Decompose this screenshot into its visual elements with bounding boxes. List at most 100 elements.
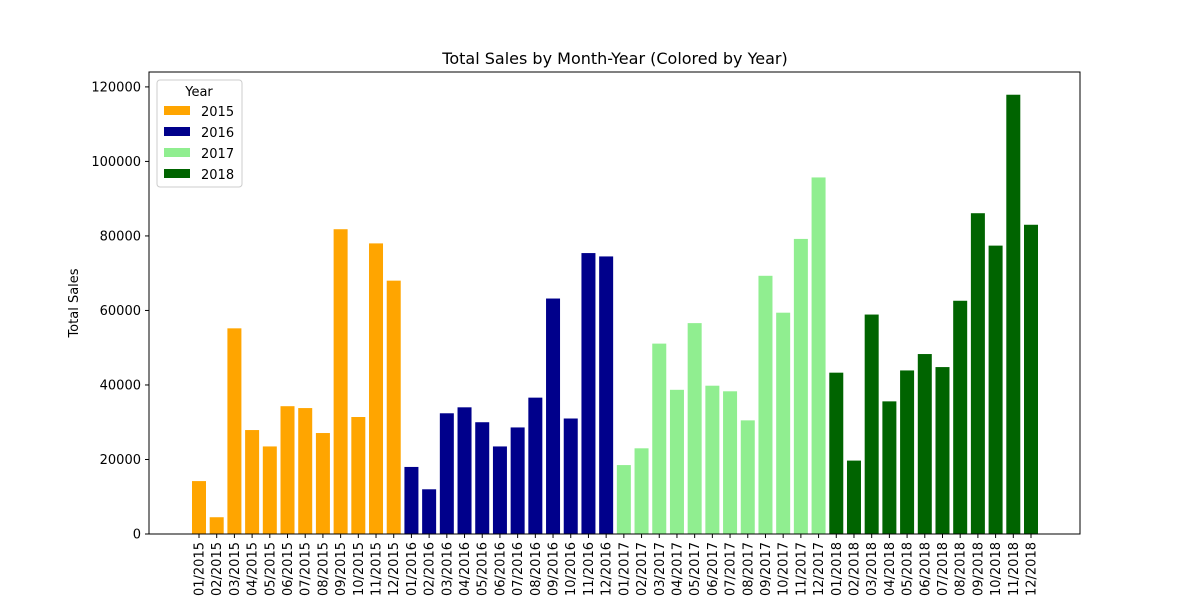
y-tick-label: 80000 [100, 229, 141, 244]
x-tick-label: 07/2016 [511, 542, 526, 596]
y-tick-label: 0 [133, 528, 141, 543]
bar-12-2018 [1024, 224, 1038, 534]
bar-07-2017 [723, 391, 738, 534]
bar-05-2017 [687, 323, 702, 534]
bar-12-2016 [599, 256, 614, 534]
y-tick-label: 120000 [91, 80, 141, 95]
x-tick-label: 05/2018 [901, 542, 916, 596]
x-tick-label: 11/2018 [1007, 542, 1022, 596]
x-tick-label: 07/2017 [724, 542, 739, 596]
bars-group [192, 94, 1038, 535]
bar-10-2016 [563, 418, 578, 534]
bar-07-2015 [298, 408, 313, 534]
bar-09-2015 [333, 229, 348, 535]
x-tick-label: 04/2015 [246, 542, 261, 596]
x-tick-label: 02/2017 [635, 542, 650, 596]
bar-11-2018 [1006, 94, 1021, 534]
bar-12-2017 [811, 177, 826, 534]
bar-01-2015 [192, 481, 206, 534]
x-tick-label: 10/2017 [777, 542, 792, 596]
bar-09-2017 [758, 275, 773, 534]
x-tick-label: 02/2016 [423, 542, 438, 596]
bar-08-2016 [528, 397, 543, 534]
y-tick-label: 60000 [100, 304, 141, 319]
chart-title: Total Sales by Month-Year (Colored by Ye… [441, 49, 787, 68]
x-tick-label: 12/2018 [1025, 542, 1040, 596]
legend: Year 2015 2016 2017 2018 [156, 79, 243, 188]
x-axis: 01/2015 02/2015 03/2015 04/2015 05/2015 06/20… [193, 534, 1040, 596]
legend-label-2015: 2015 [201, 105, 234, 120]
bar-01-2018 [829, 372, 844, 534]
y-axis-label: Total Sales [67, 268, 82, 338]
x-tick-label: 01/2015 [193, 542, 208, 596]
bar-10-2017 [776, 312, 791, 534]
plot-frame [148, 71, 1081, 535]
x-tick-label: 09/2016 [547, 542, 562, 596]
x-tick-label: 12/2016 [600, 542, 615, 596]
x-tick-label: 03/2016 [440, 542, 455, 596]
bar-03-2015 [227, 328, 242, 534]
bar-02-2016 [422, 489, 437, 534]
x-tick-label: 09/2018 [971, 542, 986, 596]
bar-03-2016 [439, 413, 454, 534]
y-tick-label: 20000 [100, 453, 141, 468]
x-tick-label: 05/2017 [688, 542, 703, 596]
bar-12-2015 [386, 280, 401, 534]
bar-01-2016 [404, 466, 419, 534]
bar-11-2016 [581, 253, 596, 534]
bar-02-2015 [209, 517, 224, 534]
x-tick-label: 08/2015 [316, 542, 331, 596]
legend-swatch-2015 [164, 106, 190, 115]
bar-04-2017 [669, 389, 684, 534]
x-tick-label: 07/2018 [936, 542, 951, 596]
x-tick-label: 05/2015 [263, 542, 278, 596]
x-tick-label: 08/2018 [954, 542, 969, 596]
bar-08-2018 [953, 300, 968, 534]
x-tick-label: 05/2016 [476, 542, 491, 596]
bar-05-2016 [475, 422, 490, 534]
x-tick-label: 06/2015 [281, 542, 296, 596]
x-tick-label: 06/2018 [918, 542, 933, 596]
x-tick-label: 08/2017 [741, 542, 756, 596]
bar-06-2016 [492, 446, 507, 534]
legend-title: Year [184, 85, 213, 100]
x-tick-label: 07/2015 [299, 542, 314, 596]
x-tick-label: 04/2018 [883, 542, 898, 596]
bar-09-2016 [546, 298, 561, 534]
bar-02-2017 [634, 448, 649, 534]
legend-label-2017: 2017 [201, 147, 234, 162]
x-tick-label: 11/2015 [370, 542, 385, 596]
y-tick-label: 40000 [100, 378, 141, 393]
bar-11-2015 [369, 243, 384, 534]
legend-entries: 2015 2016 2017 2018 [164, 105, 234, 183]
x-tick-label: 04/2016 [458, 542, 473, 596]
bar-03-2018 [864, 314, 879, 534]
legend-label-2018: 2018 [201, 168, 234, 183]
legend-swatch-2017 [164, 148, 190, 157]
x-tick-label: 11/2016 [582, 542, 597, 596]
bar-04-2018 [882, 401, 897, 534]
x-tick-label: 11/2017 [794, 542, 809, 596]
bar-10-2018 [988, 245, 1003, 534]
bar-03-2017 [652, 343, 667, 534]
x-tick-label: 01/2018 [830, 542, 845, 596]
x-tick-label: 04/2017 [670, 542, 685, 596]
x-tick-label: 03/2017 [653, 542, 668, 596]
bar-08-2015 [315, 433, 330, 534]
bar-07-2018 [935, 367, 950, 534]
y-tick-label: 100000 [91, 155, 141, 170]
bar-08-2017 [740, 420, 755, 534]
bar-05-2015 [262, 446, 277, 534]
bar-10-2015 [351, 417, 366, 534]
bar-07-2016 [510, 427, 525, 534]
x-tick-label: 02/2018 [847, 542, 862, 596]
x-tick-label: 02/2015 [210, 542, 225, 596]
bar-04-2016 [457, 407, 472, 534]
x-tick-label: 01/2017 [617, 542, 632, 596]
x-tick-label: 10/2016 [564, 542, 579, 596]
bar-06-2015 [280, 406, 295, 534]
legend-label-2016: 2016 [201, 126, 234, 141]
x-tick-label: 03/2018 [865, 542, 880, 596]
